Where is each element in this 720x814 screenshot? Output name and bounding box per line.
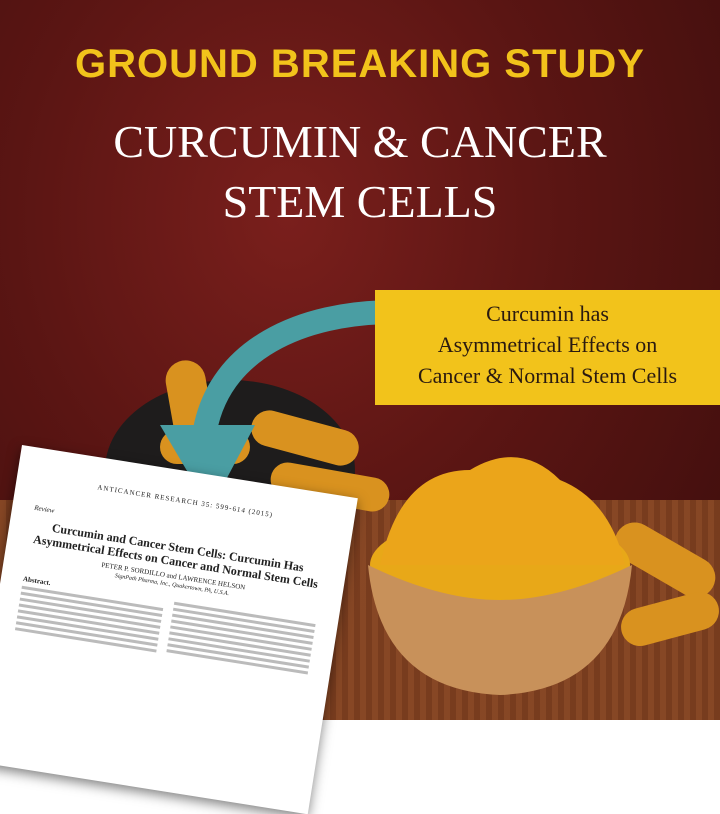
- subtitle-line-1: CURCUMIN & CANCER: [113, 116, 607, 167]
- callout-line-2: Asymmetrical Effects on: [437, 332, 658, 357]
- research-paper: ANTICANCER RESEARCH 35: 599-614 (2015) R…: [0, 445, 358, 814]
- wooden-bowl: [368, 565, 632, 695]
- paper-column-left: Abstract.: [14, 575, 164, 656]
- callout-line-1: Curcumin has: [486, 301, 609, 326]
- teal-arrow: [193, 300, 407, 442]
- turmeric-illustration: [105, 300, 719, 695]
- subtitle: CURCUMIN & CANCER STEM CELLS: [0, 112, 720, 232]
- headline: GROUND BREAKING STUDY: [75, 42, 645, 86]
- callout-box: Curcumin has Asymmetrical Effects on Can…: [375, 290, 720, 405]
- arrow-head: [160, 425, 255, 510]
- paper-column-right: [166, 599, 316, 680]
- callout-line-3: Cancer & Normal Stem Cells: [417, 363, 678, 388]
- powder-mound: [380, 457, 625, 565]
- subtitle-line-2: STEM CELLS: [222, 176, 498, 227]
